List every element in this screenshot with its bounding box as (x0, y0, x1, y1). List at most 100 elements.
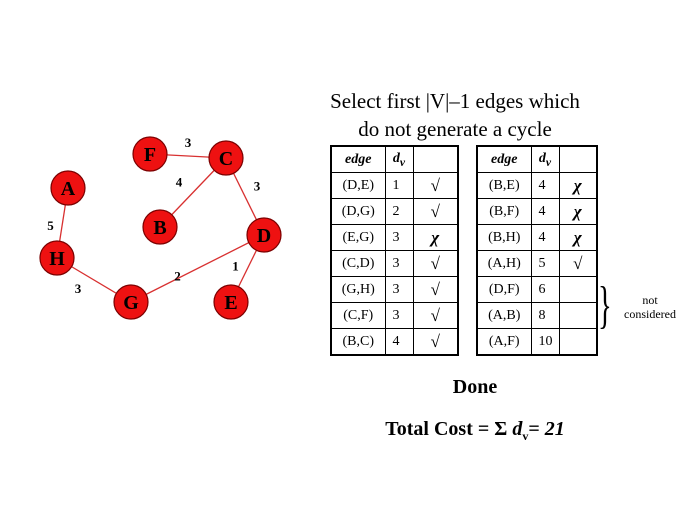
edge-cell: (D,E) (330, 172, 386, 199)
mark-cell (558, 328, 598, 356)
edge-weight-d-e: 1 (232, 259, 239, 274)
header-edge: edge (476, 145, 532, 173)
table-row: (A,F) 10 (476, 328, 598, 356)
table-row: (D,G) 2 √ (330, 198, 459, 225)
table-row: (E,G) 3 χ (330, 224, 459, 251)
node-label-c: C (219, 148, 233, 170)
edge-cell: (C,D) (330, 250, 386, 277)
mark-cell: √ (412, 172, 459, 199)
dv-cell: 3 (384, 250, 414, 277)
node-label-a: A (61, 178, 76, 200)
curly-brace-icon: } (598, 277, 612, 334)
mark-cell: √ (412, 198, 459, 225)
edge-weight-a-h: 5 (47, 218, 54, 233)
edge-cell: (B,E) (476, 172, 532, 199)
dv-cell: 3 (384, 276, 414, 303)
total-d: d (512, 418, 523, 440)
edge-weight-b-c: 4 (176, 175, 183, 190)
mark-cell: √ (412, 328, 459, 356)
node-g (113, 284, 149, 320)
node-label-e: E (224, 292, 237, 314)
node-d (246, 217, 282, 253)
edge-cell: (G,H) (330, 276, 386, 303)
table-row: (C,D) 3 √ (330, 250, 459, 277)
considered-edges-table: edge dv (D,E) 1 √ (D,G) 2 √ (E,G) 3 χ (C,D) 3 √ (G,H… (330, 145, 459, 356)
edge-weight-f-c: 3 (185, 135, 192, 150)
mark-cell: χ (558, 198, 598, 225)
table-row: (G,H) 3 √ (330, 276, 459, 303)
done-label: Done (452, 376, 498, 398)
edge-cell: (C,F) (330, 302, 386, 329)
total-cost: Total Cost = Σ dv= 21 (330, 418, 620, 444)
not-considered-note: not considered (617, 293, 683, 321)
edge-weight-g-d: 2 (174, 269, 181, 284)
dv-cell: 5 (530, 250, 560, 277)
dv-cell: 3 (384, 224, 414, 251)
mark-cell (558, 302, 598, 329)
table-row: (C,F) 3 √ (330, 302, 459, 329)
header-edge: edge (330, 145, 386, 173)
table-row: (B,C) 4 √ (330, 328, 459, 356)
table-row: (A,B) 8 (476, 302, 598, 329)
edge-cell: (A,H) (476, 250, 532, 277)
header-mark (412, 145, 459, 173)
note-line-1: not (642, 293, 658, 307)
edge-cell: (B,C) (330, 328, 386, 356)
node-h (39, 240, 75, 276)
node-label-f: F (144, 144, 156, 166)
dv-cell: 4 (530, 198, 560, 225)
edge-weight-c-d: 3 (254, 179, 261, 194)
edge-g-d (130, 234, 265, 303)
table-header-row: edge dv (476, 145, 598, 173)
node-f (132, 136, 168, 172)
table-header-row: edge dv (330, 145, 459, 173)
table-row: (B,H) 4 χ (476, 224, 598, 251)
node-label-b: B (153, 217, 166, 239)
mark-cell: √ (412, 250, 459, 277)
dv-cell: 6 (530, 276, 560, 303)
header-mark (558, 145, 598, 173)
node-e (213, 284, 249, 320)
mark-cell (558, 276, 598, 303)
table-row: (B,F) 4 χ (476, 198, 598, 225)
total-sub: v (522, 429, 529, 443)
edge-cell: (A,F) (476, 328, 532, 356)
edge-weight-h-g: 3 (75, 281, 82, 296)
edge-cell: (D,G) (330, 198, 386, 225)
note-line-2: considered (624, 307, 676, 321)
edge-cell: (B,H) (476, 224, 532, 251)
mark-cell: χ (558, 224, 598, 251)
edge-cell: (B,F) (476, 198, 532, 225)
node-label-d: D (257, 225, 271, 247)
total-prefix: Total Cost = Σ (385, 418, 513, 440)
graph-diagram: 3 4 3 5 3 2 1 A B C D E F G H (39, 135, 282, 320)
mark-cell: χ (412, 224, 459, 251)
table-row: (A,H) 5 √ (476, 250, 598, 277)
dv-cell: 2 (384, 198, 414, 225)
title-line-1: Select first |V|–1 edges which (330, 89, 580, 113)
node-a (50, 170, 86, 206)
total-eq: = (528, 418, 545, 440)
dv-cell: 4 (384, 328, 414, 356)
mark-cell: χ (558, 172, 598, 199)
dv-cell: 8 (530, 302, 560, 329)
table-row: (D,F) 6 (476, 276, 598, 303)
table-row: (B,E) 4 χ (476, 172, 598, 199)
table-row: (D,E) 1 √ (330, 172, 459, 199)
node-label-h: H (49, 248, 65, 270)
dv-cell: 1 (384, 172, 414, 199)
header-dv: dv (530, 145, 560, 173)
dv-cell: 3 (384, 302, 414, 329)
title-line-2: do not generate a cycle (358, 117, 552, 141)
node-b (142, 209, 178, 245)
node-label-g: G (123, 292, 139, 314)
mark-cell: √ (412, 302, 459, 329)
remaining-edges-table: edge dv (B,E) 4 χ (B,F) 4 χ (B,H) 4 χ (A,H) 5 √ (D,F… (476, 145, 598, 356)
node-c (208, 140, 244, 176)
edge-cell: (E,G) (330, 224, 386, 251)
dv-cell: 10 (530, 328, 560, 356)
dv-cell: 4 (530, 172, 560, 199)
edge-cell: (A,B) (476, 302, 532, 329)
dv-cell: 4 (530, 224, 560, 251)
